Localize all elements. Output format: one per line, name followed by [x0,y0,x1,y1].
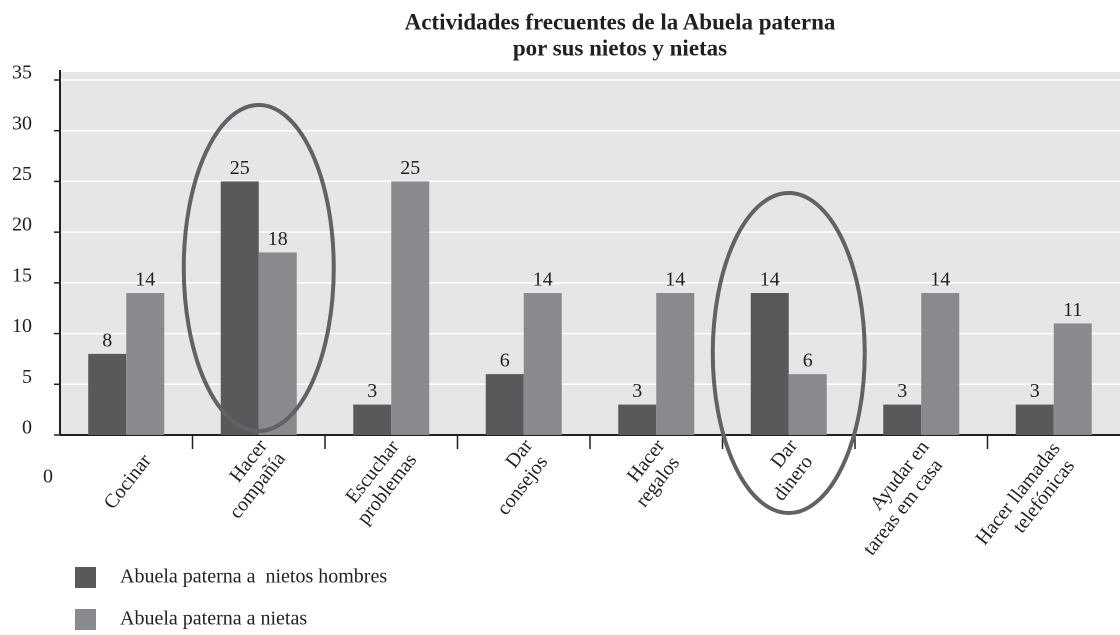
y-tick-label: 10 [12,315,32,337]
legend-swatch [75,609,96,630]
y-tick-label: 30 [12,112,32,134]
legend-swatch [75,567,96,588]
data-label: 8 [102,329,112,351]
data-label: 3 [1030,380,1040,402]
data-label: 14 [533,269,553,291]
data-label: 3 [632,380,642,402]
bar [391,181,430,435]
x-tick-label: Hacercompañía [207,434,290,522]
bar [485,374,524,435]
legend-label: Abuela paterna a nietos hombres [120,566,387,588]
x-tick-label-group: Hacer llamadastelefónicas [971,438,1082,563]
x-origin-label: 0 [43,466,53,488]
data-label: 14 [760,269,780,291]
bar [258,252,297,435]
x-tick-label: Darconsejos [475,435,554,519]
x-tick-label-line: Cocinar [99,450,156,514]
data-label: 11 [1063,299,1082,321]
bar [353,404,392,435]
x-tick-label: Hacerregalos [614,435,687,511]
data-label: 18 [268,228,288,250]
bar [883,404,922,435]
highlight-ellipse [181,103,336,433]
x-tick-label: Hacer llamadastelefónicas [971,438,1082,563]
x-tick-label: Ayudar entareas em casa [841,436,951,559]
bar [220,181,259,435]
y-tick-label: 15 [12,264,32,286]
data-label: 14 [135,269,155,291]
y-tick-label: 0 [22,417,32,439]
x-tick-label-group: Escucharproblemas [335,435,421,529]
x-tick-label: Cocinar [99,450,156,514]
y-tick-label: 20 [12,214,32,236]
bar [656,293,695,435]
chart-title: por sus nietos y nietas [513,35,727,60]
y-tick-label: 35 [12,62,32,84]
bar [88,353,127,435]
x-tick-label-group: Ayudar entareas em casa [841,436,951,559]
data-label: 14 [930,269,950,291]
bar [1053,323,1092,435]
data-label: 6 [803,350,813,372]
x-tick-label-group: Darconsejos [475,435,554,519]
bar [750,293,789,435]
data-label: 6 [500,350,510,372]
bar [618,404,657,435]
x-tick-label-group: Hacerregalos [614,435,687,511]
legend-label: Abuela paterna a nietas [120,608,307,630]
y-tick-label: 25 [12,163,32,185]
x-tick-label-group: Cocinar [99,450,156,514]
chart-title: Actividades frecuentes de la Abuela pate… [405,9,836,34]
data-label: 3 [367,380,377,402]
bar [126,293,165,435]
x-tick-label: Escucharproblemas [335,435,421,528]
bar [523,293,562,435]
x-tick-label: Dardinero [751,435,819,505]
y-tick-label: 5 [22,366,32,388]
bar [921,293,960,435]
x-tick-label-group: Hacercompañía [207,434,290,523]
bar [788,374,827,435]
data-label: 3 [897,380,907,402]
data-label: 25 [400,157,420,179]
data-label: 14 [665,269,685,291]
highlight-ellipse [710,191,867,515]
bar [1015,404,1054,435]
data-label: 25 [230,157,250,179]
x-tick-label-group: Dardinero [751,435,819,505]
